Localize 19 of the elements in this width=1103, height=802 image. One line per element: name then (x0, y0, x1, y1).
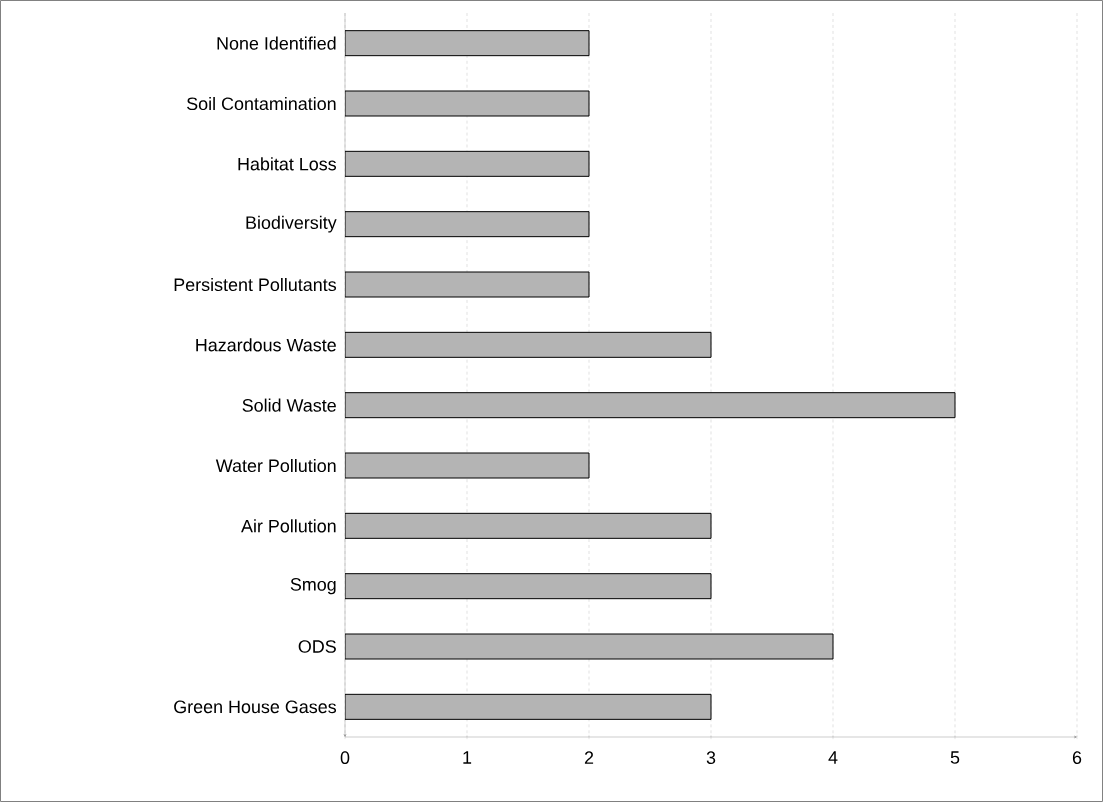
y-tick-label: Biodiversity (246, 215, 337, 233)
y-tick-label: ODS (298, 640, 336, 653)
x-tick-label: 5 (950, 751, 960, 764)
y-tick-label: Habitat Loss (238, 157, 337, 171)
y-tick-label: None Identified (217, 36, 336, 50)
y-tick-label: Soil Contamination (186, 96, 336, 111)
x-tick-label: 3 (706, 751, 716, 764)
x-tick-label: 2 (584, 751, 594, 764)
y-tick-label: Persistent Pollutants (174, 277, 337, 292)
y-tick-label: Green House Gases (174, 700, 337, 714)
y-tick-label: Air Pollution (241, 519, 336, 533)
y-tick-label: Smog (290, 578, 336, 595)
y-tick-label: Water Pollution (215, 458, 336, 473)
y-tick-label: Solid Waste (242, 398, 336, 412)
x-tick-label: 6 (1072, 751, 1082, 764)
x-tick-label: 1 (463, 751, 472, 764)
y-tick-label: Hazardous Waste (196, 338, 336, 352)
x-tick-label: 0 (340, 751, 350, 764)
x-tick-label: 4 (828, 751, 838, 764)
